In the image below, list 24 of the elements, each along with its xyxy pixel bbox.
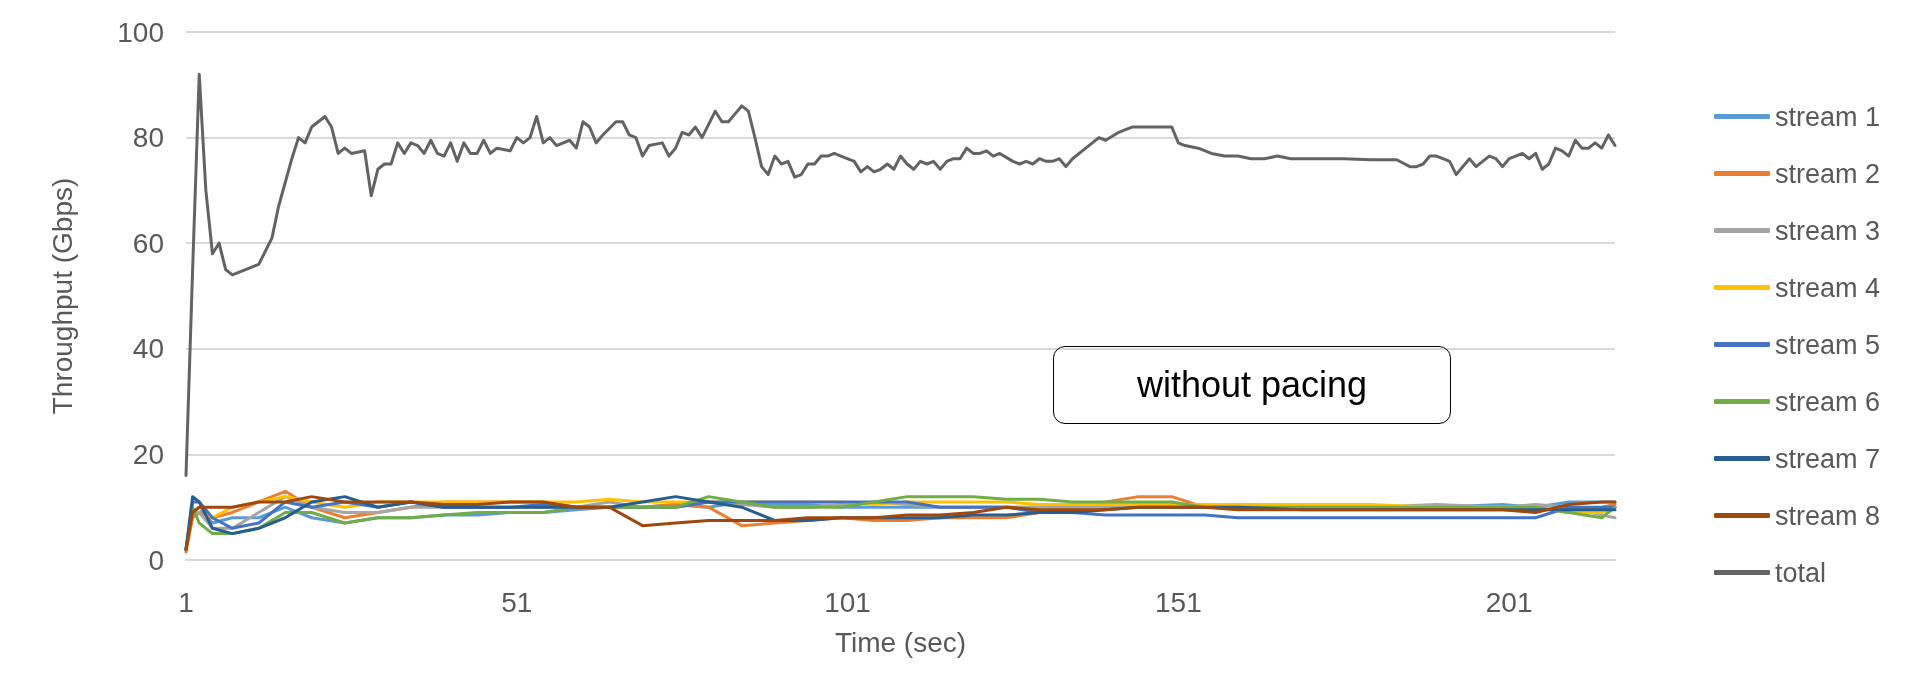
x-tick-label: 201 — [1485, 586, 1533, 618]
x-tick-label: 101 — [824, 586, 871, 618]
y-tick-label: 80 — [132, 122, 164, 154]
x-axis-title: Time (sec) — [834, 626, 967, 658]
legend-label: stream 1 — [1774, 101, 1881, 132]
y-axis-title: Throughput (Gbps) — [46, 177, 78, 415]
x-tick-label: 51 — [501, 586, 533, 618]
legend-label: stream 5 — [1774, 329, 1881, 360]
legend-label: stream 8 — [1774, 500, 1881, 531]
x-tick-label: 151 — [1155, 586, 1202, 618]
y-tick-label: 40 — [132, 333, 164, 365]
y-tick-label: 20 — [132, 438, 164, 470]
line-series — [184, 72, 1617, 478]
y-tick-label: 60 — [132, 227, 164, 259]
y-tick-label: 100 — [117, 16, 164, 48]
legend-label: stream 3 — [1774, 215, 1881, 246]
legend-label: stream 6 — [1774, 386, 1881, 417]
legend-label: stream 4 — [1774, 272, 1881, 303]
legend-label: stream 7 — [1774, 443, 1881, 474]
y-tick-label: 0 — [148, 544, 164, 576]
legend-label: stream 2 — [1774, 158, 1881, 189]
x-tick-label: 1 — [178, 586, 194, 618]
note-box: without pacing — [1053, 346, 1451, 424]
legend-label: total — [1774, 557, 1827, 588]
